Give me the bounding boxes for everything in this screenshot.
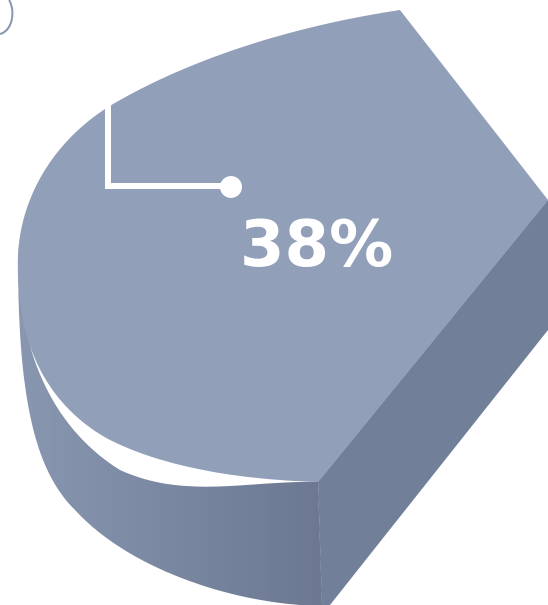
adjacent-slice-outline xyxy=(0,0,14,35)
leader-line-dot xyxy=(220,176,242,198)
pie-slice-38 xyxy=(17,10,548,482)
pie-slice-cut-face xyxy=(318,200,548,605)
pie-slice-side-wall xyxy=(18,255,322,605)
slice-value-label: 38% xyxy=(240,208,393,282)
leader-line xyxy=(105,0,230,189)
